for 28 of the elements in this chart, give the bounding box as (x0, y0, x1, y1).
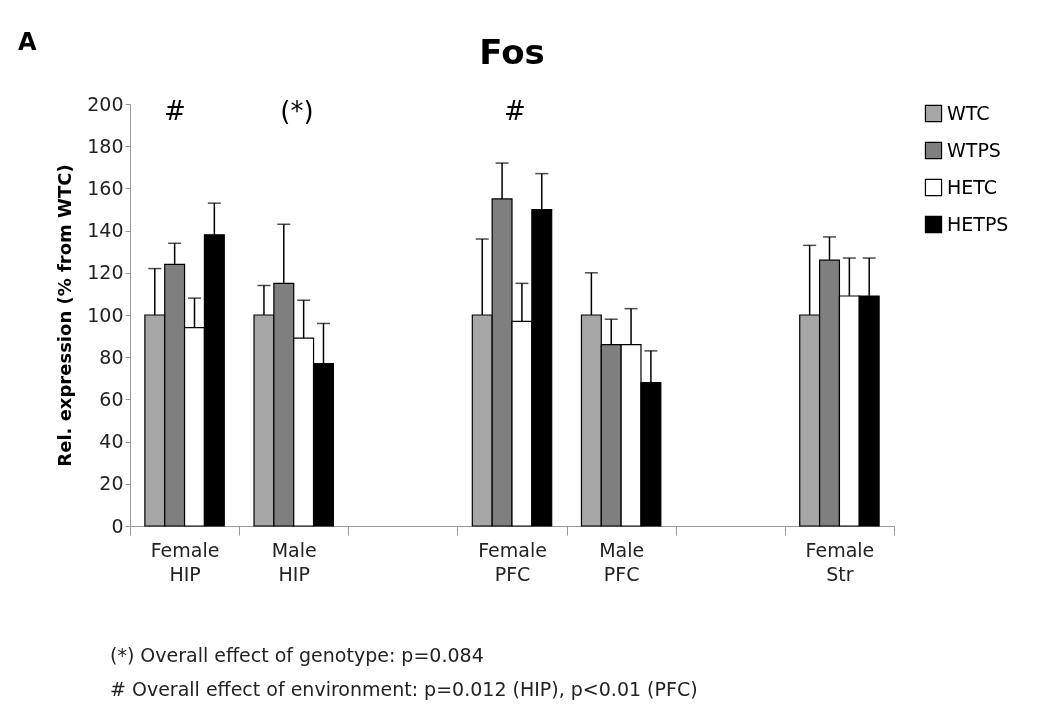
y-tick-label: 140 (87, 219, 124, 242)
y-tick-label: 40 (99, 430, 124, 453)
y-axis-title: Rel. expression (% from WTC) (54, 164, 76, 467)
y-tick-label: 120 (87, 261, 124, 284)
y-tick-label: 160 (87, 176, 124, 199)
y-tick-label: 80 (99, 345, 124, 368)
x-tick-label: Male HIP (271, 538, 317, 585)
y-tick-label: 180 (87, 134, 124, 157)
legend-label: HETPS (947, 212, 1009, 235)
x-tick-label: Female PFC (478, 538, 547, 585)
x-tick-label: Male PFC (599, 538, 645, 585)
chart-title: Fos (479, 32, 545, 72)
y-tick-label: 200 (87, 92, 124, 115)
y-tick-label: 0 (111, 514, 124, 537)
annotation: # (164, 96, 186, 126)
annotation: # (504, 96, 526, 126)
x-tick-label: Female Str (805, 538, 875, 585)
y-tick-label: 100 (87, 303, 124, 326)
legend-label: HETC (947, 175, 998, 198)
x-tick-label: Female HIP (150, 538, 220, 585)
y-tick-label: 60 (99, 387, 124, 410)
legend-label: WTC (947, 101, 990, 124)
y-tick-label: 20 (99, 472, 124, 495)
text: A (18, 28, 37, 56)
annotation: (*) (280, 96, 314, 126)
text: # Overall effect of environment: p=0.012 (HIP), p<0.01 (PFC) (110, 677, 698, 702)
text: (*) Overall effect of genotype: p=0.084 (110, 643, 485, 668)
legend-label: WTPS (947, 138, 1001, 161)
